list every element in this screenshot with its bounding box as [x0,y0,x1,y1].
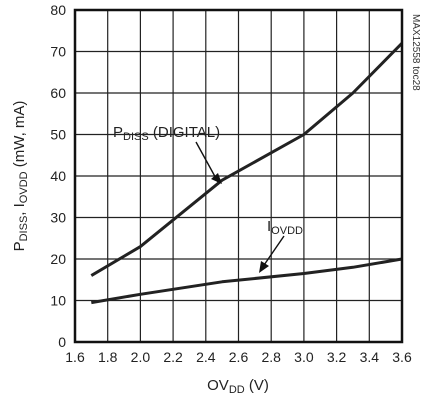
x-tick-label: 2.6 [229,349,249,365]
x-tick-label: 2.2 [163,349,183,365]
x-tick-label: 2.0 [131,349,151,365]
y-tick-label: 40 [50,168,66,184]
y-tick-label: 80 [50,2,66,18]
y-tick-label: 30 [50,210,66,226]
x-axis-title: OVDD (V) [207,377,269,396]
y-tick-label: 0 [58,334,66,350]
series-label-iovdd: IOVDD [267,218,303,237]
x-tick-label: 2.4 [196,349,216,365]
figure-code: MAX12558 toc28 [410,14,421,91]
series-label-pdiss: PDISS (DIGITAL) [113,124,220,143]
plot-frame [73,8,404,344]
iovdd-arrowhead [259,261,269,273]
series-line-iovdd [91,257,403,305]
x-tick-label: 3.0 [294,349,314,365]
y-tick-label: 10 [50,293,66,309]
pdiss-arrowhead [211,173,222,184]
y-tick-label: 20 [50,251,66,267]
x-tick-label: 3.2 [327,349,347,365]
y-tick-label: 60 [50,85,66,101]
iovdd-leader-line [261,235,285,269]
x-tick-label: 1.8 [98,349,118,365]
x-tick-label: 3.4 [360,349,380,365]
x-tick-label: 2.8 [261,349,281,365]
y-tick-labels: 0 10 20 30 40 50 60 70 80 [50,2,66,350]
grid [74,9,403,343]
x-tick-label: 3.6 [392,349,412,365]
pdiss-leader-line [195,141,219,183]
x-tick-label: 1.6 [65,349,85,365]
series-group [90,42,404,305]
x-tick-labels: 1.6 1.8 2.0 2.2 2.4 2.6 2.8 3.0 3.2 3.4 3.6 [65,349,412,365]
y-axis-title: PDISS, IOVDD (mW, mA) [11,101,30,252]
y-tick-label: 70 [50,44,66,60]
series-line-pdiss [90,42,404,277]
y-tick-label: 50 [50,127,66,143]
